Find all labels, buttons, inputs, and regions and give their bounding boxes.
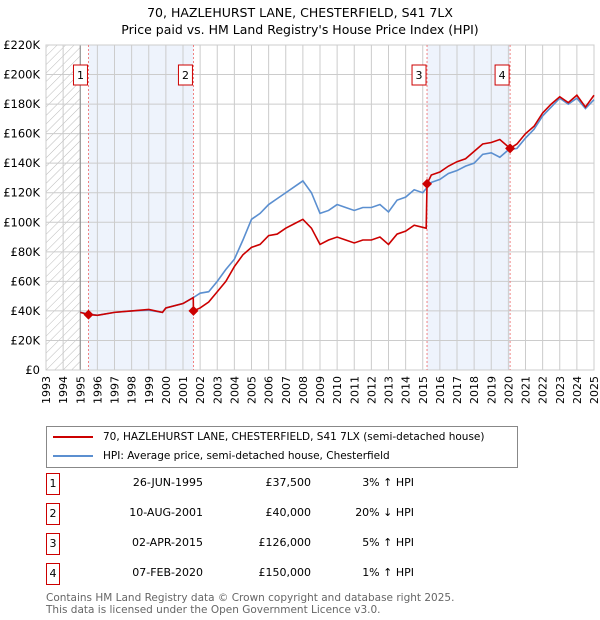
x-tick-label: 1999 [143,376,156,404]
title-line: 70, HAZLEHURST LANE, CHESTERFIELD, S41 7… [147,5,453,20]
y-tick-label: £220K [3,38,40,52]
x-tick-label: 2016 [434,376,447,404]
sale-point [505,143,516,154]
x-tick-label: 1996 [91,376,104,404]
sale-price: £40,000 [265,506,312,519]
x-tick-label: 2023 [554,376,567,404]
plot-frame [45,44,595,371]
legend-swatch [53,455,93,457]
sale-n: 4 [46,563,60,585]
x-tick-label: 2008 [297,376,310,404]
x-tick-label: 2010 [331,376,344,404]
sale-label: 3 [416,69,423,82]
y-tick-label: £160K [3,127,40,141]
legend-swatch [53,436,93,438]
x-tick-label: 2007 [280,376,293,404]
x-tick-label: 2011 [348,376,361,404]
x-tick-label: 2001 [177,376,190,404]
sale-label-box [494,64,510,86]
x-tick-label: 2024 [571,376,584,404]
subtitle-line: Price paid vs. HM Land Registry's House … [121,22,479,37]
x-tick-label: 2003 [211,376,224,404]
legend: 70, HAZLEHURST LANE, CHESTERFIELD, S41 7… [46,426,518,468]
sale-label: 4 [499,69,506,82]
legend-item-hpi: HPI: Average price, semi-detached house,… [53,447,390,465]
x-tick-label: 1995 [74,376,87,404]
y-tick-label: £60K [11,274,41,288]
sale-row: 2 10-AUG-2001 £40,000 20% ↓ HPI [46,503,446,525]
x-tick-label: 1998 [126,376,139,404]
x-tick-label: 2006 [263,376,276,404]
sale-point [188,305,199,316]
x-tick-label: 1993 [40,376,53,404]
footer: Contains HM Land Registry data © Crown c… [46,592,454,616]
y-tick-label: £0 [25,363,40,377]
x-tick-label: 2012 [365,376,378,404]
x-tick-label: 2020 [502,376,515,404]
sale-hpi: 3% ↑ HPI [362,476,414,489]
sale-label-box [411,64,427,86]
y-tick-label: £120K [3,186,40,200]
x-tick-label: 2025 [588,376,600,404]
x-tick-label: 2018 [468,376,481,404]
legend-label: HPI: Average price, semi-detached house,… [103,450,390,462]
x-tick-label: 2000 [160,376,173,404]
chart-svg: 1993 1994 1995 1996 1997 1998 1999 2000 2001 2002… [3,38,600,404]
sale-hpi: 1% ↑ HPI [362,566,414,579]
y-tick-label: £180K [3,97,40,111]
sale-n: 1 [46,473,60,495]
sale-date: 26-JUN-1995 [132,476,203,489]
sale-date: 07-FEB-2020 [132,566,203,579]
footer-line: Contains HM Land Registry data © Crown c… [46,592,455,604]
sale-row: 3 02-APR-2015 £126,000 5% ↑ HPI [46,533,446,555]
y-tick-label: £100K [3,215,40,229]
sale-label-box [72,64,88,86]
legend-item-property: 70, HAZLEHURST LANE, CHESTERFIELD, S41 7… [53,428,485,446]
sale-label: 1 [77,69,84,82]
y-tick-label: £80K [11,245,41,259]
x-tick-label: 2015 [417,376,430,404]
sale-label: 2 [182,69,189,82]
x-tick-label: 2022 [537,376,550,404]
shaded-period [88,45,194,370]
sale-hpi: 5% ↑ HPI [362,536,414,549]
footer-line: This data is licensed under the Open Gov… [46,604,381,616]
chart-title: 70, HAZLEHURST LANE, CHESTERFIELD, S41 7… [0,4,600,38]
sale-n: 3 [46,533,60,555]
x-tick-label: 2005 [246,376,259,404]
sale-date: 02-APR-2015 [131,536,203,549]
x-tick-label: 1994 [57,376,70,404]
y-tick-label: £40K [11,304,41,318]
y-tick-label: £200K [3,68,40,82]
x-tick-label: 2019 [485,376,498,404]
x-tick-label: 2004 [228,376,241,404]
sale-price: £37,500 [265,476,312,489]
legend-label: 70, HAZLEHURST LANE, CHESTERFIELD, S41 7… [103,431,485,443]
sale-row: 4 07-FEB-2020 £150,000 1% ↑ HPI [46,563,446,585]
x-tick-label: 2013 [383,376,396,404]
sale-price: £126,000 [258,536,312,549]
y-tick-label: £20K [11,333,41,347]
series-line-hpi [80,97,595,317]
x-tick-label: 2002 [194,376,207,404]
x-tick-label: 2009 [314,376,327,404]
sale-row: 1 26-JUN-1995 £37,500 3% ↑ HPI [46,473,446,495]
sale-point [83,309,94,320]
sale-hpi: 20% ↓ HPI [355,506,414,519]
x-tick-label: 2014 [400,376,413,404]
sale-label-box [177,64,193,86]
x-tick-label: 2017 [451,376,464,404]
sale-price: £150,000 [258,566,312,579]
sale-point [422,178,433,189]
sale-date: 10-AUG-2001 [129,506,203,519]
y-tick-label: £140K [3,156,40,170]
x-tick-label: 2021 [520,376,533,404]
sale-n: 2 [46,503,60,525]
shaded-period [427,45,511,370]
x-tick-label: 1997 [109,376,122,404]
